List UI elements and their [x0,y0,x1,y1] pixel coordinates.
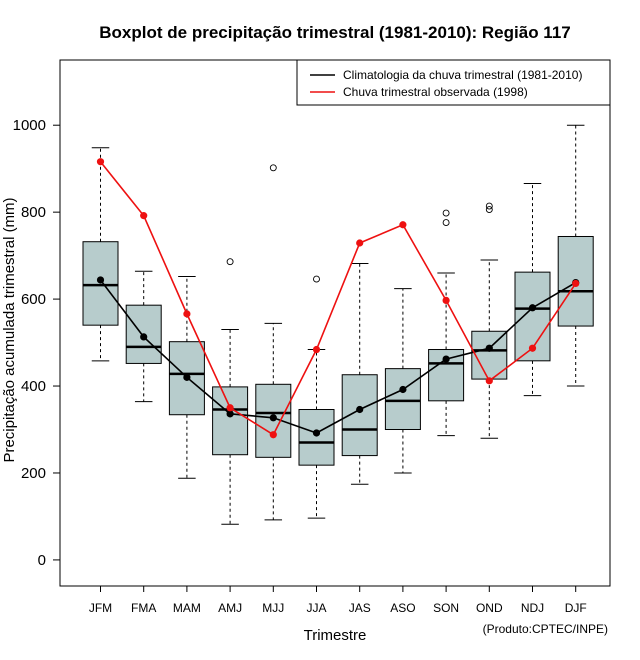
series-point-climatology [140,333,148,341]
box-body [298,409,335,466]
x-tick-label-jas: JAS [349,601,371,615]
series-point-climatology [269,414,277,422]
series-line-climatology [99,279,577,434]
boxes [82,124,594,525]
box-body [384,368,421,431]
series-point-climatology [442,355,450,363]
box-jas [341,262,378,485]
series-point-observed [183,310,191,318]
series-point-observed [528,344,537,352]
x-tick-label-mjj: MJJ [262,601,284,615]
series-point-observed [356,239,364,247]
y-tick-label: 400 [21,378,46,395]
y-tick-label: 800 [21,204,46,221]
x-tick-label-amj: AMJ [218,601,242,615]
y-tick-label: 600 [21,291,46,308]
legend-box [296,59,611,106]
box-jja [298,275,335,519]
outlier-point [485,202,493,210]
x-axis-label: Trimestre [304,627,367,644]
legend-label-climatology: Climatologia da chuva trimestral (1981-2… [343,68,582,82]
series-point-observed [442,296,450,304]
y-axis-label: Precipitação acumulada trimestral (mm) [1,197,18,462]
outlier-point [442,209,450,217]
series-point-observed [485,377,493,385]
legend-label-observed: Chuva trimestral observada (1998) [343,85,528,99]
series-point-climatology [183,373,191,381]
series-point-observed [572,279,580,288]
x-axis: JFM FMA MAM AMJ MJJ JJA JAS ASO SON OND NDJ DJF [89,586,587,615]
x-tick-label-fma: FMA [131,601,156,615]
outlier-point [226,258,234,266]
legend: Climatologia da chuva trimestral (1981-2… [296,59,611,106]
series-point-climatology [485,344,493,352]
y-tick-label: 0 [38,552,46,569]
x-tick-label-son: SON [433,601,459,615]
series-observed [96,158,580,439]
series-point-observed [140,212,148,220]
series-point-observed [269,431,277,439]
outlier-point [442,219,450,227]
outlier-point [269,164,277,172]
series-point-observed [399,221,407,229]
chart-title: Boxplot de precipitação trimestral (1981… [99,23,570,42]
series-point-observed [312,345,321,354]
x-tick-label-jja: JJA [306,601,326,615]
series-point-observed [96,158,105,166]
series-line-observed [99,161,577,436]
series-point-climatology [96,276,105,284]
x-tick-label-djf: DJF [565,601,587,615]
credit-text: (Produto:CPTEC/INPE) [483,622,608,636]
series-point-observed [226,404,234,412]
x-tick-label-jfm: JFM [89,601,112,615]
y-tick-label: 200 [21,465,46,482]
x-tick-label-aso: ASO [390,601,415,615]
x-tick-label-ndj: NDJ [521,601,544,615]
box-body [212,386,249,456]
box-body [341,374,378,457]
series-point-climatology [399,385,407,394]
x-tick-label-mam: MAM [173,601,201,615]
y-axis: 0 200 400 600 800 1000 [13,117,61,569]
box-jfm [82,147,119,362]
series-point-climatology [312,429,321,437]
box-mjj [255,164,292,521]
box-aso [384,288,421,474]
y-tick-label: 1000 [13,117,46,134]
series-lines [96,158,580,439]
series-point-climatology [226,410,234,418]
box-ndj [514,182,551,397]
box-ond [471,202,508,439]
outlier-point [313,275,320,283]
box-amj [212,258,249,525]
outlier-point [485,206,493,213]
series-point-climatology [356,405,364,414]
x-tick-label-ond: OND [476,601,503,615]
box-djf [557,124,594,387]
series-point-climatology [528,304,537,312]
